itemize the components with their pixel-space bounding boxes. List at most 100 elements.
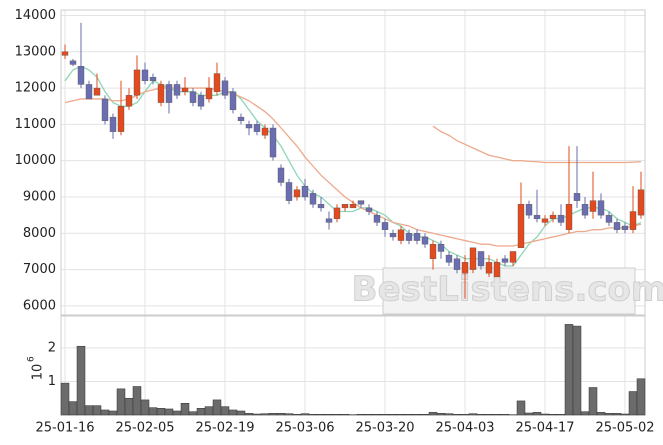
volume-bar xyxy=(76,345,86,416)
volume-bar xyxy=(436,413,446,416)
candle-body xyxy=(77,66,85,85)
candle-body xyxy=(245,124,253,129)
candle-body xyxy=(493,262,501,278)
volume-bar xyxy=(308,414,318,416)
x-tick-label: 25-03-06 xyxy=(275,421,334,436)
volume-bar xyxy=(412,414,422,416)
volume-label: 10 6 xyxy=(27,356,46,380)
volume-label-exp: 6 xyxy=(27,356,37,362)
candle-body xyxy=(125,95,133,107)
volume-bar xyxy=(452,414,462,416)
candle-body xyxy=(437,243,445,252)
y-tick-label: 9000 xyxy=(23,189,56,204)
candle-body xyxy=(309,193,317,205)
candle-body xyxy=(205,87,213,100)
volume-bar xyxy=(124,397,134,416)
volume-bar xyxy=(396,414,406,416)
candle-body xyxy=(261,127,269,136)
candle-body xyxy=(277,167,285,183)
volume-bar xyxy=(468,413,478,416)
candle-body xyxy=(109,116,117,132)
watermark: BestListens.com xyxy=(352,270,663,310)
volume-bar xyxy=(220,406,230,416)
candle-body xyxy=(357,200,365,205)
volume-bar xyxy=(540,413,550,416)
candle-body xyxy=(589,200,597,212)
candle-body xyxy=(181,87,189,92)
candle-body xyxy=(117,106,125,132)
candle-body xyxy=(405,233,413,241)
candle-body xyxy=(69,60,77,65)
volume-bar xyxy=(636,378,646,416)
volume-bar xyxy=(172,410,182,416)
candle-body xyxy=(301,185,309,198)
candle-body xyxy=(325,218,333,223)
volume-bar xyxy=(284,413,294,416)
candle-body xyxy=(373,214,381,223)
volume-bar xyxy=(364,414,374,416)
volume-bar xyxy=(196,408,206,416)
moving-average xyxy=(64,87,642,247)
candle-body xyxy=(613,222,621,230)
volume-bar xyxy=(68,401,78,416)
y-tick-label: 12000 xyxy=(15,81,56,96)
candle-body xyxy=(517,204,525,249)
candle-body xyxy=(429,243,437,259)
candle-body xyxy=(157,84,165,103)
volume-bar xyxy=(564,324,574,416)
y-tick-label: 14000 xyxy=(15,8,56,23)
candle-body xyxy=(141,69,149,82)
candle-body xyxy=(581,204,589,216)
candle-body xyxy=(85,84,93,100)
candle-body xyxy=(237,116,245,121)
volume-bar xyxy=(532,412,542,416)
volume-bar xyxy=(156,408,166,416)
y-tick-label: 10000 xyxy=(15,153,56,168)
candle-body xyxy=(93,87,101,96)
volume-bar xyxy=(116,388,126,416)
candle-body xyxy=(573,193,581,201)
candle-body xyxy=(597,200,605,216)
volume-bar xyxy=(404,414,414,416)
volume-bar xyxy=(188,411,198,416)
candle-body xyxy=(501,258,509,263)
candle-body xyxy=(509,251,517,263)
candle-body xyxy=(605,214,613,223)
candle-body xyxy=(413,233,421,241)
candle-body xyxy=(453,258,461,270)
volume-bar xyxy=(324,414,334,416)
candle-body xyxy=(629,211,637,230)
y-tick-label: 6000 xyxy=(23,298,56,313)
candle-body xyxy=(381,222,389,230)
y-tick-label: 13000 xyxy=(15,44,56,59)
candle-body xyxy=(333,207,341,219)
candle-body xyxy=(221,80,229,96)
volume-bar xyxy=(236,410,246,416)
candle-body xyxy=(173,84,181,96)
volume-bar xyxy=(212,399,222,416)
volume-bar xyxy=(132,386,142,416)
volume-bar xyxy=(340,414,350,416)
volume-bar xyxy=(164,408,174,416)
volume-bar xyxy=(268,413,278,416)
candle-body xyxy=(533,214,541,219)
volume-bar xyxy=(420,414,430,416)
volume-bar xyxy=(276,413,286,416)
candle-body xyxy=(349,204,357,209)
volume-bar xyxy=(428,412,438,416)
candle-body xyxy=(101,98,109,121)
candle-body xyxy=(477,251,485,267)
candle-body xyxy=(637,189,645,216)
volume-bar xyxy=(84,405,94,416)
price-frame xyxy=(60,9,646,316)
candle-body xyxy=(149,76,157,82)
volume-bar xyxy=(556,414,566,416)
candle-body xyxy=(557,214,565,223)
candle-body xyxy=(229,91,237,111)
candle-body xyxy=(469,247,477,270)
y-tick-label: 8000 xyxy=(23,226,56,241)
volume-bar xyxy=(612,413,622,416)
volume-bar xyxy=(548,414,558,416)
volume-bar xyxy=(596,412,606,416)
